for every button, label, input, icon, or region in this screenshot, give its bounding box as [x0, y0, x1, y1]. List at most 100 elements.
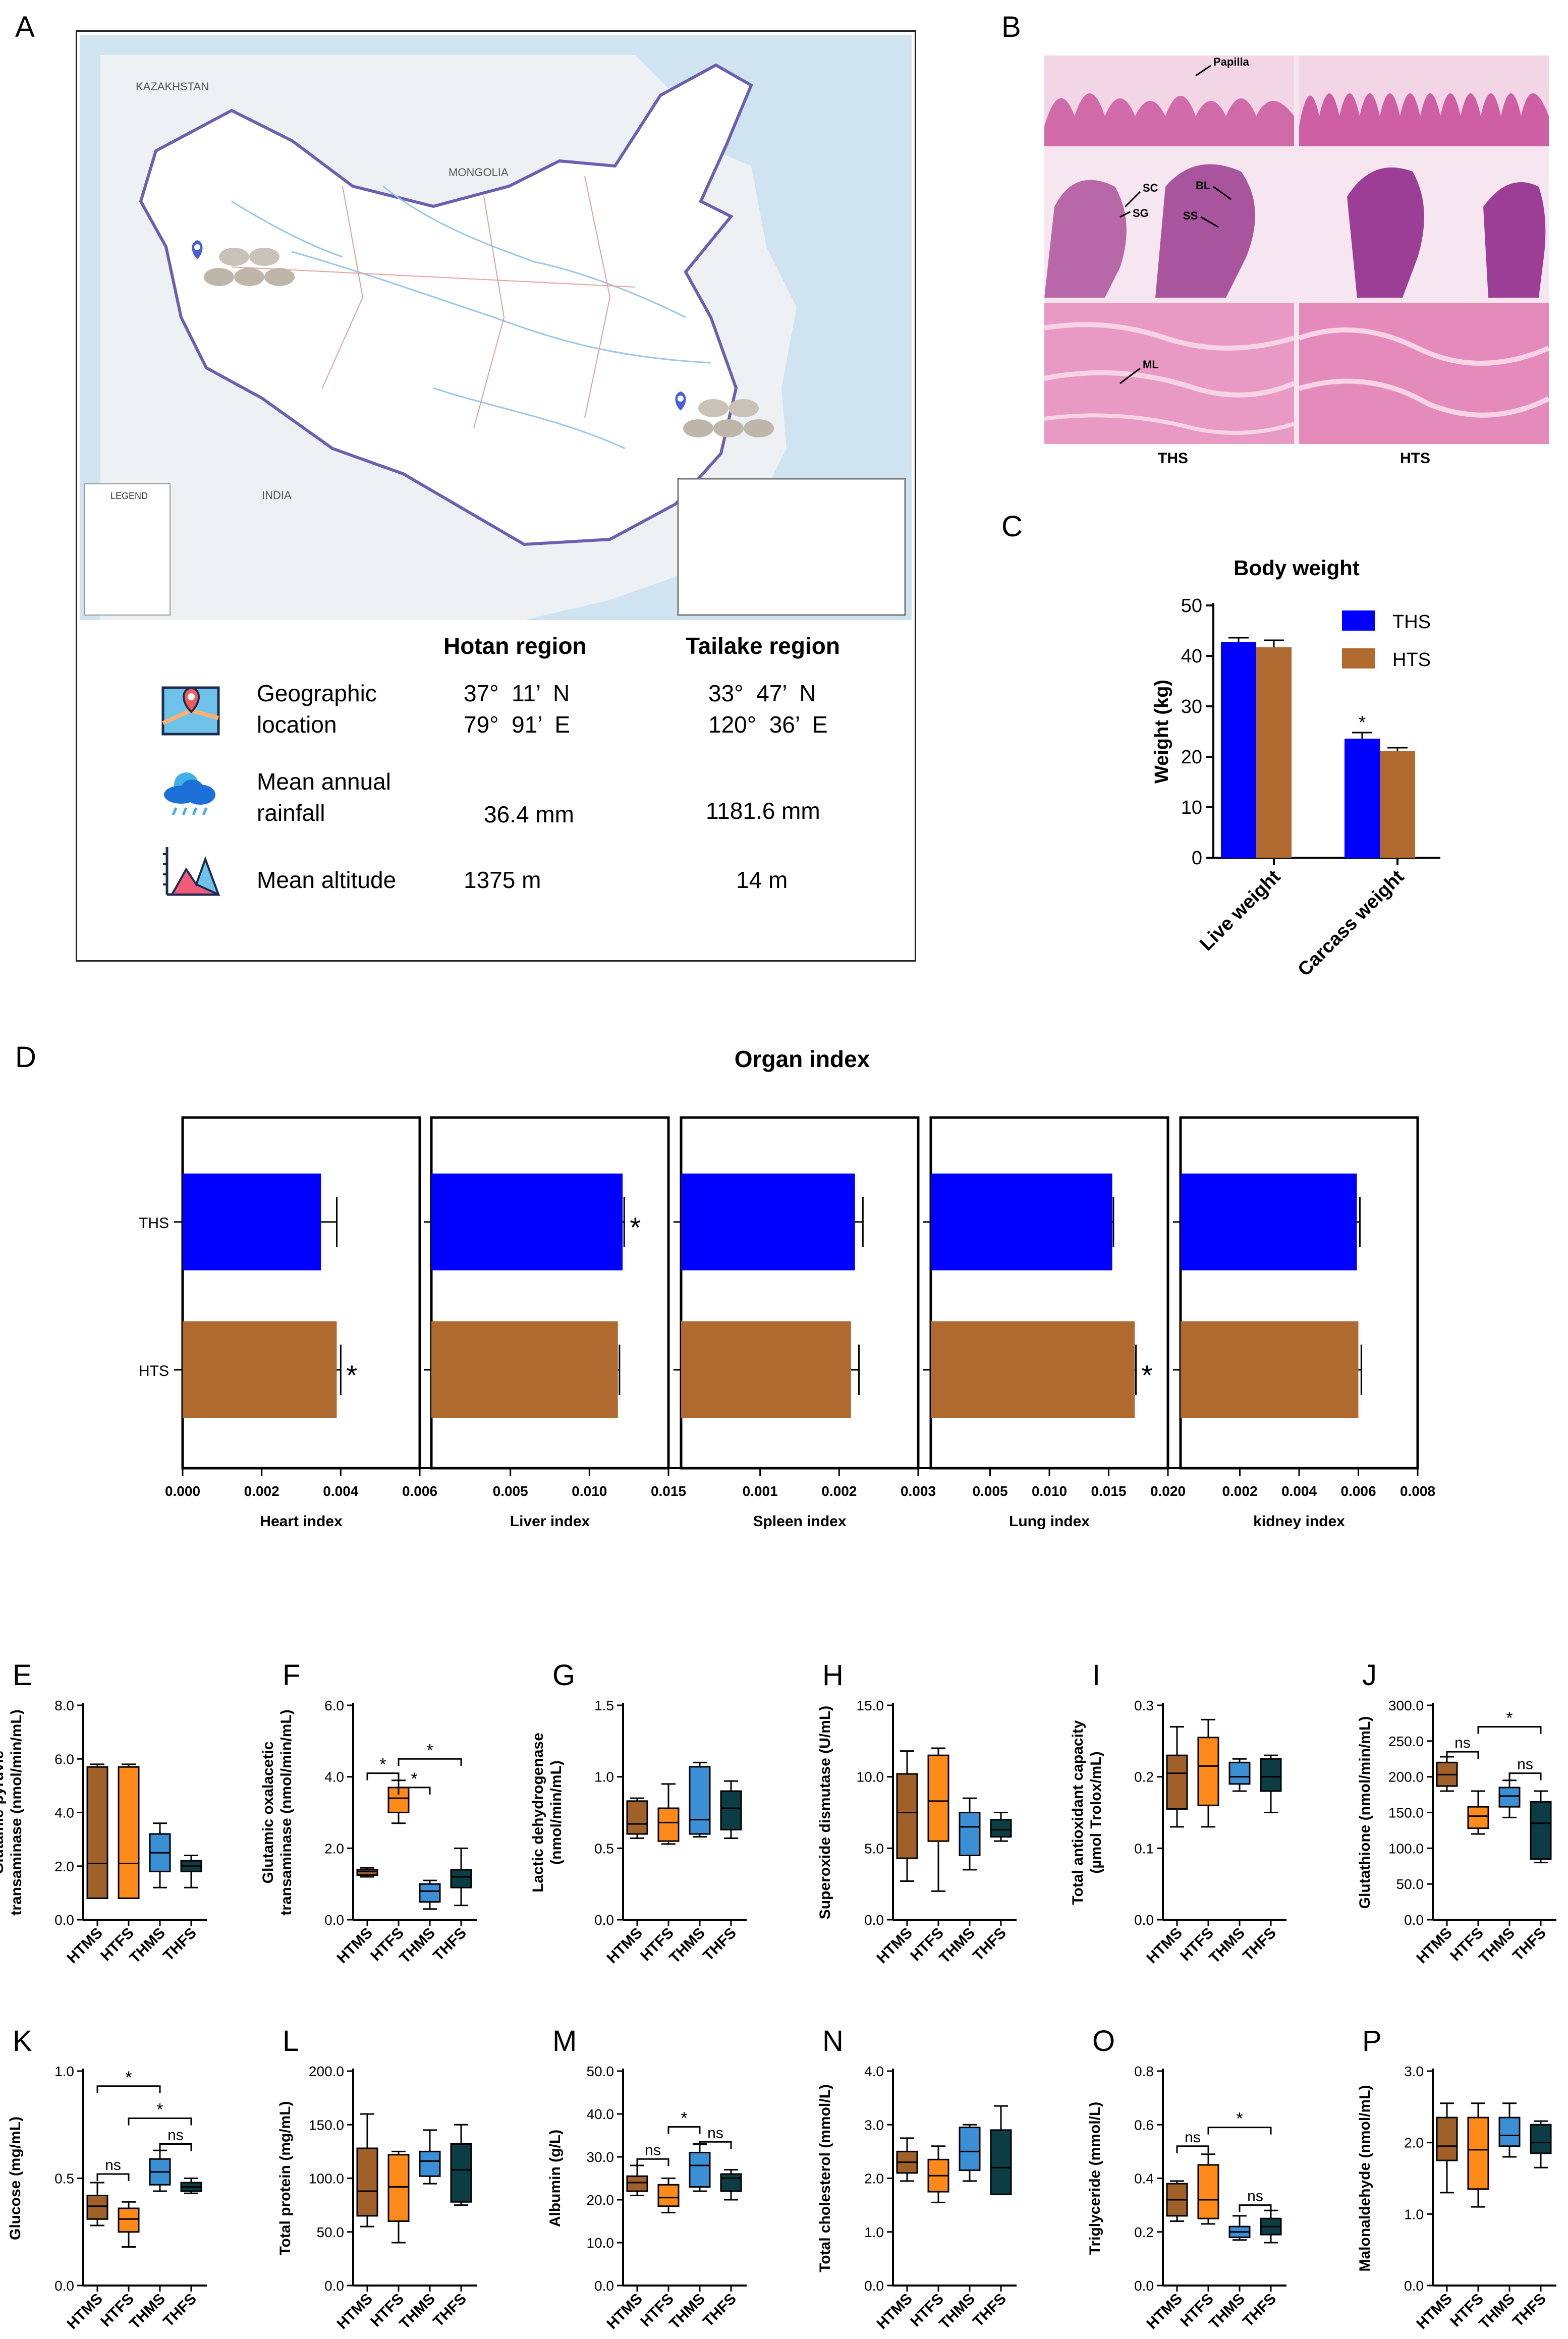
bracket-line — [1239, 2204, 1272, 2212]
panel-label-i: I — [1092, 1659, 1100, 1692]
significance-bracket: ns — [1176, 2129, 1209, 2153]
y-tick-label: 200.0 — [309, 2064, 344, 2079]
box-thms — [1498, 2117, 1521, 2147]
box-htms — [86, 1766, 108, 1899]
y-axis-label: Total cholesterol (mmol/L) — [817, 2084, 833, 2272]
y-tick-label: 0.0 — [864, 2278, 884, 2294]
histo-arrows — [1119, 65, 1231, 384]
bracket-line — [636, 2158, 669, 2166]
x-tick-label: 0.010 — [572, 1483, 607, 1499]
x-tick-label: THFS — [430, 1925, 470, 1965]
bracket-label: ns — [167, 2127, 184, 2144]
bar-hts — [681, 1321, 851, 1418]
histo-caption-hts: HTS — [1400, 450, 1430, 467]
x-tick-label: THFS — [970, 2291, 1010, 2330]
histo-muscle-hts — [1298, 303, 1550, 444]
hotan-pin-icon — [192, 240, 203, 259]
x-tick-label: THMS — [1206, 1925, 1248, 1967]
hotan-rainfall: 36.4 mm — [484, 801, 574, 827]
x-tick-label: THMS — [127, 2291, 169, 2332]
y-tick-label: 300.0 — [1388, 1698, 1424, 1713]
y-tick-label: 4.0 — [864, 2064, 884, 2079]
x-tick-label: HTMS — [334, 1925, 376, 1967]
x-tick-label: THFS — [160, 2291, 200, 2330]
y-tick-label: 250.0 — [1388, 1734, 1424, 1749]
y-tick-label: 1.5 — [594, 1698, 614, 1713]
x-tick-label: THMS — [666, 1925, 708, 1967]
x-tick-label: 0.006 — [402, 1483, 437, 1499]
bar-hts — [183, 1321, 337, 1418]
y-tick-label: 8.0 — [54, 1698, 74, 1713]
tailake-sheep-icon — [683, 399, 774, 437]
box-plot-n: N 0.0 1.0 2.0 3.0 4.0 Total cholesterol (mmol/… — [817, 2025, 1017, 2332]
box-thfs — [450, 1869, 472, 1888]
bracket-line — [1477, 1726, 1542, 1734]
significance-bracket: ns — [699, 2125, 732, 2149]
x-tick-label: Live weight — [1196, 866, 1284, 955]
mountain-altitude-icon — [163, 847, 220, 897]
y-tick-label: 0.5 — [54, 2171, 74, 2187]
box-thms — [959, 2127, 981, 2171]
map-label-india: INDIA — [262, 489, 292, 502]
y-tick-label: 0.0 — [864, 1912, 884, 1928]
box-plot-m: M 0.0 10.0 20.0 30.0 40.0 50.0 Albumin (g/L) HTM… — [547, 2025, 747, 2332]
x-tick-label: THMS — [1476, 1925, 1518, 1967]
x-tick-label: 0.003 — [901, 1483, 936, 1499]
bracket-line — [1508, 1772, 1542, 1780]
box-plot-p: P 0.0 1.0 2.0 3.0 Malonaldehyde (nmol/mL) HTMS… — [1357, 2025, 1556, 2332]
y-tick-label: 1.0 — [864, 2224, 884, 2240]
box-thms — [689, 2152, 711, 2188]
bracket-line — [128, 2118, 192, 2126]
box-thfs — [720, 2173, 742, 2192]
x-tick-label: THFS — [1509, 2291, 1549, 2330]
y-axis-label: Glutathione (nmol/min/mL) — [1357, 1716, 1373, 1909]
x-tick-label: 0.002 — [1222, 1483, 1257, 1499]
bracket-label: * — [379, 1755, 386, 1774]
significance-star: * — [1359, 712, 1366, 733]
tailake-rainfall: 1181.6 mm — [706, 798, 820, 824]
significance-bracket: ns — [636, 2142, 669, 2166]
y-tick-label: 4.0 — [324, 1769, 344, 1785]
bracket-label: * — [681, 2109, 687, 2128]
y-tick-label: 2.0 — [54, 1859, 74, 1874]
significance-bracket: ns — [96, 2157, 130, 2181]
label-mean-altitude: Mean altitude — [257, 867, 397, 893]
significance-bracket: * — [398, 1769, 431, 1795]
chart-title: Organ index — [735, 1046, 870, 1072]
bracket-line — [159, 2143, 192, 2151]
panel-label-p: P — [1362, 2025, 1382, 2057]
y-tick-label: 2.0 — [324, 1841, 344, 1856]
x-tick-label: THMS — [666, 2291, 708, 2332]
bracket-label: * — [426, 1741, 433, 1760]
significance-star: * — [346, 1359, 357, 1391]
body-weight-chart: Body weight 0 10 20 30 40 50 Weight (kg) Live we… — [1151, 556, 1440, 981]
box-htfs — [1467, 1806, 1489, 1829]
histo-papilla-hts — [1299, 55, 1549, 146]
x-tick-label: HTMS — [1144, 2291, 1186, 2332]
x-tick-label: THFS — [970, 1925, 1010, 1965]
box-thms — [1498, 1787, 1521, 1808]
region-info-table: Hotan region Tailake region Geographic l… — [80, 627, 912, 955]
y-tick-label: 0.0 — [1134, 2278, 1154, 2294]
x-tick-label: THMS — [397, 2291, 438, 2332]
histo-papilla-ths — [1044, 55, 1294, 146]
panel-label-l: L — [283, 2025, 299, 2057]
box-thfs — [1530, 2124, 1552, 2154]
y-axis-label: Lactic dehydrogenase (nmol/min/mL) — [530, 1733, 565, 1892]
x-tick-label: 0.015 — [651, 1483, 686, 1499]
y-tick-label: 0.2 — [1134, 2224, 1154, 2240]
box-thms — [419, 2150, 441, 2177]
y-tick-label: 50.0 — [1396, 1876, 1424, 1892]
header-hotan: Hotan region — [443, 633, 587, 659]
map-drawing: LEGEND KAZAKHSTAN MONGOLIA INDIA — [80, 35, 912, 620]
box-htms — [356, 1869, 378, 1876]
histo-label-ml: ML — [1143, 358, 1159, 371]
y-tick-label: 0.2 — [1134, 1769, 1154, 1785]
x-tick-label: THMS — [1476, 2291, 1518, 2332]
box-htms — [626, 2175, 648, 2192]
box-plot-j: J 0.0 50.0 100.0 150.0 200.0 250.0 300.0 Glutath… — [1357, 1659, 1556, 1967]
y-tick-label: 0.0 — [324, 2278, 344, 2294]
province-borders — [231, 176, 636, 429]
significance-bracket: ns — [159, 2127, 192, 2151]
